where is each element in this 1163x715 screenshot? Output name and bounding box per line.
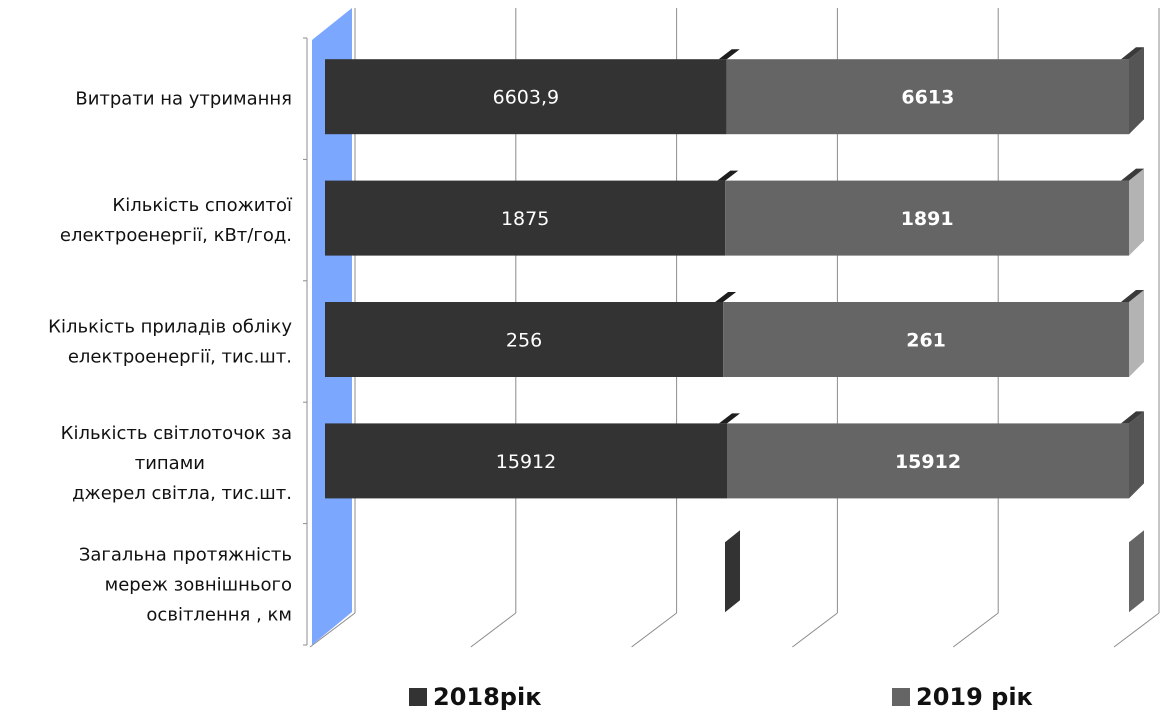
bar-2019-side	[1129, 411, 1144, 499]
data-label-2019: 6613	[901, 87, 954, 109]
category-label-line: джерел світла, тис.шт.	[72, 483, 292, 504]
bar-2019-stub	[1129, 530, 1144, 613]
bar-2018-stub	[725, 530, 740, 613]
floor-line	[792, 612, 838, 648]
category-label-line: мереж зовнішнього	[105, 574, 292, 595]
bar-2019-edge	[1121, 411, 1144, 424]
data-label-2018: 15912	[496, 451, 556, 473]
legend-label-2019: 2019 рік	[916, 683, 1033, 711]
bar-2019	[725, 180, 1129, 256]
bar-2018-edge	[715, 292, 737, 302]
data-label-2018: 256	[506, 330, 542, 352]
data-label-2018: 1875	[501, 208, 549, 230]
category-label-line: Витрати на утримання	[75, 89, 292, 110]
bar-2019	[723, 302, 1129, 377]
category-label-line: Кількість спожитої	[112, 195, 293, 216]
legend-label-2018: 2018рік	[433, 683, 542, 711]
category-label-line: освітлення , км	[146, 604, 292, 625]
category-label-line: типами	[135, 453, 205, 474]
data-labels: 6603,9 6613 1875 1891 256 261 15912 15912	[493, 87, 961, 473]
category-label-line: Кількість приладів обліку	[48, 317, 292, 338]
bar-2019-side	[1129, 168, 1144, 256]
category-labels: Витрати на утримання Кількість спожитої ел…	[48, 89, 293, 626]
bar-2019-side	[1129, 47, 1144, 135]
category-label: Кількість світлоточок за типами джерел сві…	[61, 423, 292, 504]
category-label-line: Загальна протяжність	[79, 544, 292, 565]
bar-2018-edge	[718, 49, 740, 60]
category-label: Кількість приладів обліку електроенергії,…	[48, 317, 292, 368]
bar-2018	[325, 59, 727, 135]
floor-line	[631, 612, 677, 648]
floor-line	[470, 612, 517, 648]
data-label-2019: 261	[906, 330, 946, 352]
floor-line	[309, 612, 356, 648]
legend-swatch-2019	[892, 688, 910, 706]
bar-2019-edge	[1121, 47, 1144, 60]
category-label: Витрати на утримання	[75, 89, 292, 110]
bar-2018	[325, 423, 727, 499]
bars	[325, 47, 1144, 613]
bar-2018	[325, 180, 726, 256]
floor-line	[1113, 612, 1160, 648]
data-label-2019: 1891	[901, 208, 954, 230]
legend-swatch-2018	[409, 688, 427, 706]
legend-item-2018: 2018рік	[409, 683, 542, 711]
bar-2019	[727, 423, 1129, 499]
bar-2019-side	[1129, 290, 1144, 377]
category-label: Кількість спожитої електроенергії, кВт/го…	[60, 195, 293, 246]
data-label-2019: 15912	[895, 451, 961, 473]
bar-2018-edge	[717, 170, 739, 181]
bar-2018-edge	[719, 413, 740, 424]
bar-2019	[726, 59, 1129, 135]
category-label-line: Кількість світлоточок за	[61, 423, 292, 444]
legend-item-2019: 2019 рік	[892, 683, 1033, 711]
floor-line	[952, 612, 999, 648]
bar-2018	[325, 302, 724, 377]
category-label: Загальна протяжність мереж зовнішнього осв…	[79, 544, 292, 625]
bar-2019-edge	[1121, 290, 1144, 302]
data-label-2018: 6603,9	[493, 87, 559, 109]
bar-2019-edge	[1121, 168, 1144, 181]
category-label-line: електроенергії, тис.шт.	[68, 347, 292, 368]
category-label-line: електроенергії, кВт/год.	[60, 225, 292, 246]
